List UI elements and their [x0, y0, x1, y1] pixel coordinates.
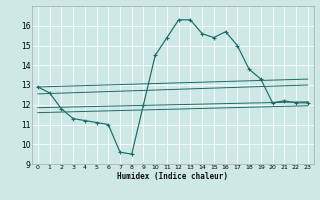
X-axis label: Humidex (Indice chaleur): Humidex (Indice chaleur) [117, 172, 228, 181]
